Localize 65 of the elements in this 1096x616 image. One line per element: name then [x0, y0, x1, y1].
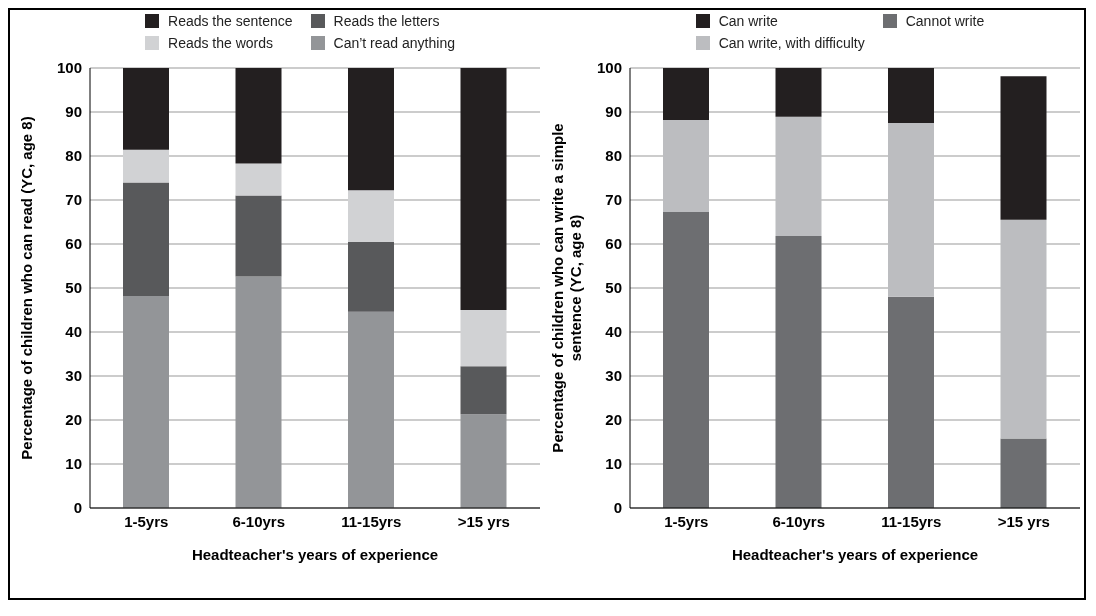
y-tick-label: 100	[596, 59, 622, 77]
y-axis-title: Percentage of children who can read (YC, age 8)	[18, 116, 35, 460]
legend-label: Reads the letters	[333, 13, 440, 29]
y-tick-label: 60	[65, 235, 82, 253]
x-tick-label: >15 yrs	[997, 512, 1050, 530]
bar	[348, 190, 394, 242]
x-tick-label: 6-10yrs	[772, 512, 826, 530]
y-tick-label: 90	[605, 103, 622, 121]
bar	[1000, 76, 1047, 220]
x-tick-label: 1-5yrs	[124, 512, 169, 530]
y-tick-label: 80	[65, 147, 82, 165]
x-tick-label: 1-5yrs	[664, 512, 709, 530]
bar	[235, 195, 282, 277]
bar	[235, 68, 282, 164]
bar	[460, 310, 507, 367]
bar	[775, 116, 822, 237]
y-tick-label: 90	[65, 103, 82, 121]
bar	[663, 119, 709, 212]
y-tick-label: 30	[65, 367, 82, 385]
y-tick-label: 40	[65, 323, 82, 341]
y-tick-label: 50	[605, 279, 622, 297]
y-tick-label: 0	[73, 499, 82, 517]
y-tick-label: 80	[605, 147, 622, 165]
legend-label: Cannot write	[905, 13, 985, 29]
x-tick-label: 11-15yrs	[881, 512, 942, 530]
bar	[348, 68, 394, 191]
y-tick-label: 30	[605, 367, 622, 385]
legend-label: Can write, with difficulty	[718, 35, 865, 51]
y-tick-label: 0	[613, 499, 622, 517]
y-tick-label: 70	[605, 191, 622, 209]
y-tick-label: 100	[56, 59, 82, 77]
y-axis-title: Percentage of children who can write a simple sentence (YC, age 8)	[549, 123, 584, 453]
bar	[663, 68, 709, 120]
y-tick-label: 50	[65, 279, 82, 297]
bar	[888, 123, 934, 297]
bar	[123, 149, 169, 183]
bar	[123, 182, 169, 296]
y-tick-label: 10	[65, 455, 82, 473]
bar	[348, 241, 394, 312]
x-axis-title: Headteacher's years of experience	[731, 546, 979, 563]
x-tick-label: 11-15yrs	[341, 512, 402, 530]
y-tick-label: 60	[605, 235, 622, 253]
bar	[1000, 438, 1047, 508]
legend-label: Can write	[718, 13, 778, 29]
x-tick-label: >15 yrs	[457, 512, 510, 530]
x-axis-title: Headteacher's years of experience	[191, 546, 439, 563]
bar	[888, 68, 934, 123]
bar	[460, 366, 507, 415]
y-tick-label: 10	[605, 455, 622, 473]
legend-label: Reads the words	[168, 35, 274, 51]
bar	[1000, 219, 1047, 439]
legend-label: Can’t read anything	[333, 35, 455, 51]
y-tick-label: 70	[65, 191, 82, 209]
bar	[235, 163, 282, 196]
bar	[775, 68, 822, 117]
y-tick-label: 20	[65, 411, 82, 429]
x-tick-label: 6-10yrs	[232, 512, 286, 530]
y-tick-label: 40	[605, 323, 622, 341]
bar	[460, 68, 507, 310]
y-tick-label: 20	[605, 411, 622, 429]
legend-label: Reads the sentence	[168, 13, 293, 29]
bar	[123, 68, 169, 150]
bar	[663, 211, 709, 508]
bar	[775, 236, 822, 508]
bar	[888, 296, 934, 508]
